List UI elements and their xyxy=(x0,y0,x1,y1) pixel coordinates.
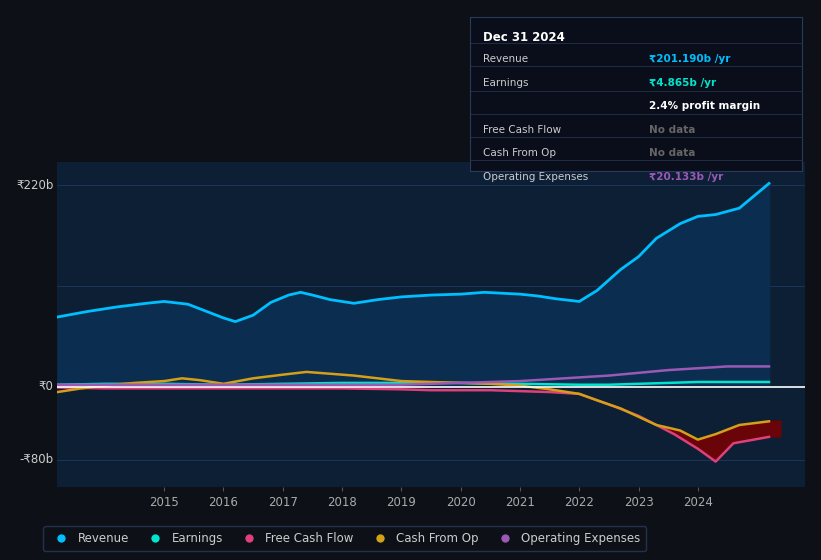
Text: -₹80b: -₹80b xyxy=(20,453,53,466)
Text: ₹20.133b /yr: ₹20.133b /yr xyxy=(649,172,723,183)
Legend: Revenue, Earnings, Free Cash Flow, Cash From Op, Operating Expenses: Revenue, Earnings, Free Cash Flow, Cash … xyxy=(44,526,646,551)
Text: ₹4.865b /yr: ₹4.865b /yr xyxy=(649,78,716,87)
Text: No data: No data xyxy=(649,148,695,158)
Text: Earnings: Earnings xyxy=(483,78,529,87)
Text: 2.4% profit margin: 2.4% profit margin xyxy=(649,101,760,111)
Text: Cash From Op: Cash From Op xyxy=(483,148,556,158)
Text: Revenue: Revenue xyxy=(483,54,528,64)
Text: Operating Expenses: Operating Expenses xyxy=(483,172,588,183)
Text: Free Cash Flow: Free Cash Flow xyxy=(483,125,561,134)
Text: No data: No data xyxy=(649,125,695,134)
Text: ₹201.190b /yr: ₹201.190b /yr xyxy=(649,54,731,64)
Text: ₹0: ₹0 xyxy=(39,380,53,393)
Text: ₹220b: ₹220b xyxy=(16,179,53,192)
Text: Dec 31 2024: Dec 31 2024 xyxy=(483,31,565,44)
